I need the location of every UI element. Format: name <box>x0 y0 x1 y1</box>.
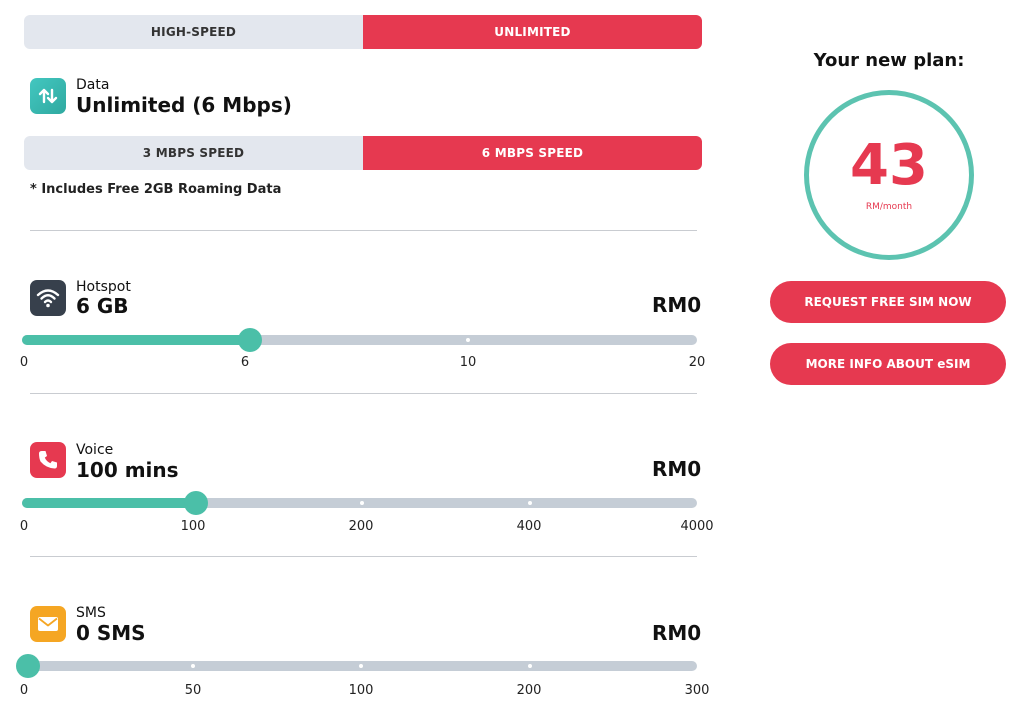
plan-price-circle: 43 RM/month <box>804 90 974 260</box>
voice-icon-box <box>30 442 66 478</box>
envelope-icon <box>38 617 58 631</box>
hotspot-tick: 6 <box>240 355 250 370</box>
slider-stop <box>466 338 470 342</box>
sms-label: SMS <box>76 605 106 621</box>
voice-price: RM0 <box>652 457 702 481</box>
plan-summary-title: Your new plan: <box>813 50 965 71</box>
voice-tick: 100 <box>180 519 206 534</box>
request-free-sim-button[interactable]: REQUEST FREE SIM NOW <box>770 281 1006 323</box>
voice-slider-handle[interactable] <box>184 491 208 515</box>
slider-stop <box>359 664 363 668</box>
wifi-icon <box>36 289 60 308</box>
hotspot-slider-handle[interactable] <box>238 328 262 352</box>
unlimited-option[interactable]: UNLIMITED <box>363 15 702 49</box>
voice-tick: 4000 <box>680 519 714 534</box>
voice-tick: 400 <box>516 519 542 534</box>
voice-slider[interactable] <box>22 491 697 515</box>
roaming-note: * Includes Free 2GB Roaming Data <box>30 182 282 197</box>
high-speed-option[interactable]: HIGH-SPEED <box>24 15 363 49</box>
hotspot-tick: 20 <box>688 355 706 370</box>
speed-toggle: 3 MBPS SPEED 6 MBPS SPEED <box>24 136 702 170</box>
arrows-updown-icon <box>38 88 58 104</box>
sms-value: 0 SMS <box>76 621 146 645</box>
slider-stop <box>360 501 364 505</box>
slider-stop <box>191 664 195 668</box>
more-info-esim-button[interactable]: MORE INFO ABOUT eSIM <box>770 343 1006 385</box>
hotspot-tick: 10 <box>459 355 477 370</box>
plan-type-toggle: HIGH-SPEED UNLIMITED <box>24 15 702 49</box>
sms-slider-handle[interactable] <box>16 654 40 678</box>
sms-tick: 0 <box>19 683 29 698</box>
6-mbps-option[interactable]: 6 MBPS SPEED <box>363 136 702 170</box>
slider-stop <box>528 664 532 668</box>
hotspot-label: Hotspot <box>76 279 131 295</box>
phone-icon <box>39 451 57 469</box>
voice-tick: 0 <box>19 519 29 534</box>
voice-slider-fill <box>22 498 196 508</box>
data-icon-box <box>30 78 66 114</box>
sms-tick: 200 <box>516 683 542 698</box>
voice-value: 100 mins <box>76 458 179 482</box>
sms-tick: 50 <box>184 683 202 698</box>
voice-label: Voice <box>76 442 114 458</box>
hotspot-slider[interactable] <box>22 328 697 352</box>
divider <box>30 393 697 394</box>
sms-icon-box <box>30 606 66 642</box>
hotspot-icon-box <box>30 280 66 316</box>
3-mbps-option[interactable]: 3 MBPS SPEED <box>24 136 363 170</box>
hotspot-tick: 0 <box>19 355 29 370</box>
plan-price-unit: RM/month <box>865 202 913 212</box>
voice-tick: 200 <box>348 519 374 534</box>
divider <box>30 556 697 557</box>
hotspot-price: RM0 <box>652 293 702 317</box>
divider <box>30 230 697 231</box>
sms-slider[interactable] <box>16 654 697 678</box>
sms-tick: 100 <box>348 683 374 698</box>
hotspot-slider-fill <box>22 335 250 345</box>
data-value: Unlimited (6 Mbps) <box>76 93 292 117</box>
sms-tick: 300 <box>684 683 710 698</box>
plan-price: 43 <box>850 133 928 198</box>
sms-price: RM0 <box>652 621 702 645</box>
hotspot-value: 6 GB <box>76 294 129 318</box>
data-label: Data <box>76 77 110 93</box>
slider-stop <box>528 501 532 505</box>
